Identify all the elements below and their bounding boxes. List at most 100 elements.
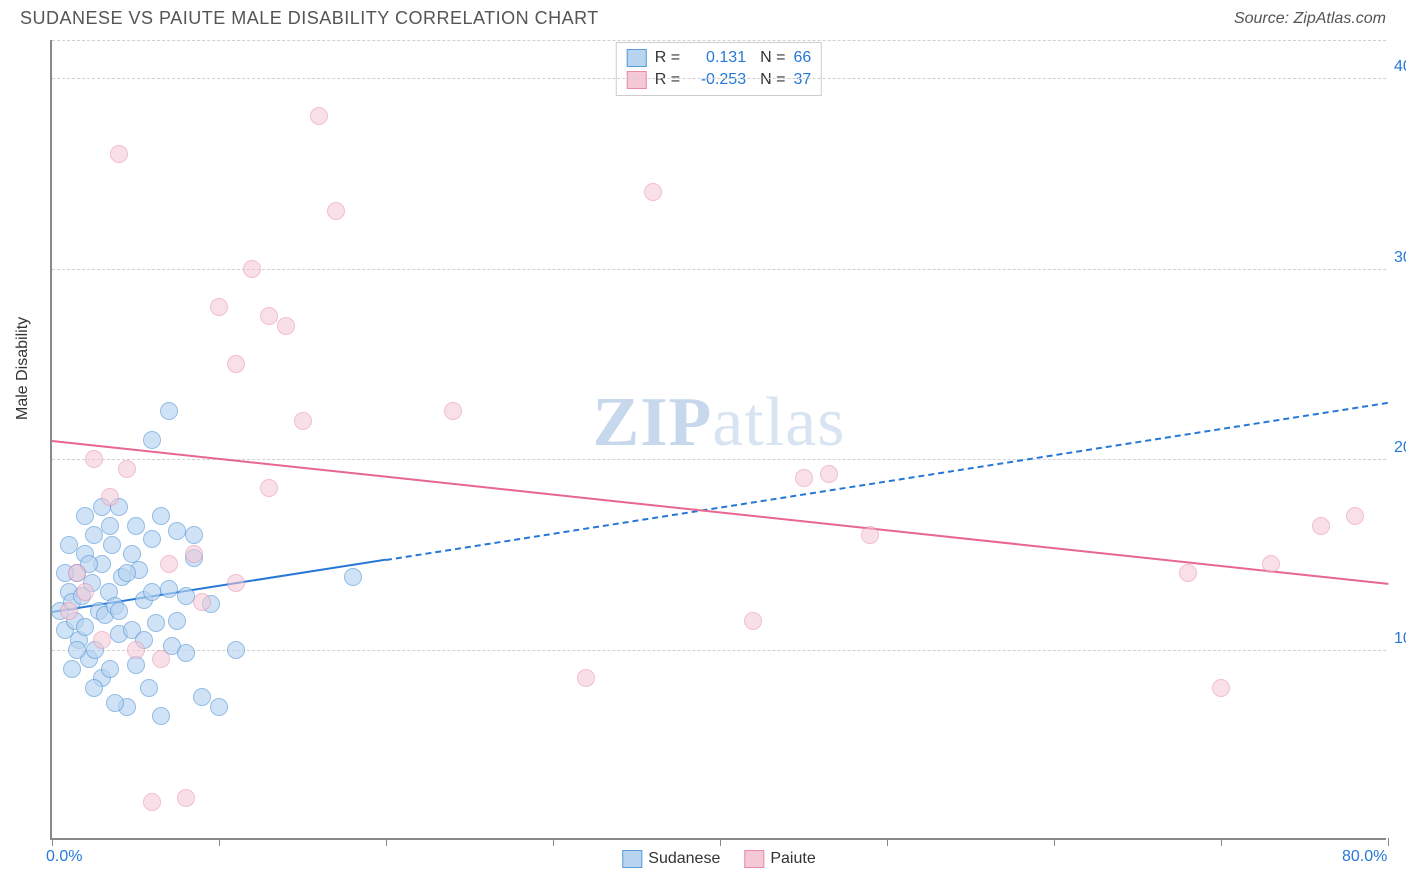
data-point bbox=[227, 355, 245, 373]
x-tick bbox=[887, 838, 888, 846]
n-value-sudanese: 66 bbox=[793, 49, 811, 67]
gridline bbox=[52, 650, 1386, 651]
data-point bbox=[644, 183, 662, 201]
swatch-paiute bbox=[627, 71, 647, 89]
data-point bbox=[1262, 555, 1280, 573]
r-label: R = bbox=[655, 71, 680, 89]
data-point bbox=[101, 488, 119, 506]
watermark-light: atlas bbox=[712, 384, 845, 461]
legend-item-sudanese: Sudanese bbox=[622, 850, 720, 868]
data-point bbox=[1179, 564, 1197, 582]
data-point bbox=[227, 574, 245, 592]
data-point bbox=[193, 593, 211, 611]
trend-line bbox=[52, 440, 1388, 585]
data-point bbox=[68, 564, 86, 582]
data-point bbox=[147, 614, 165, 632]
data-point bbox=[210, 698, 228, 716]
chart-header: SUDANESE VS PAIUTE MALE DISABILITY CORRE… bbox=[0, 0, 1406, 33]
legend-label: Paiute bbox=[770, 850, 815, 868]
data-point bbox=[101, 517, 119, 535]
data-point bbox=[85, 526, 103, 544]
data-point bbox=[143, 793, 161, 811]
data-point bbox=[152, 507, 170, 525]
swatch-sudanese bbox=[627, 49, 647, 67]
data-point bbox=[76, 507, 94, 525]
y-tick-label: 30.0% bbox=[1388, 249, 1406, 267]
data-point bbox=[193, 688, 211, 706]
data-point bbox=[168, 612, 186, 630]
x-tick bbox=[386, 838, 387, 846]
data-point bbox=[227, 641, 245, 659]
data-point bbox=[63, 660, 81, 678]
chart-source: Source: ZipAtlas.com bbox=[1234, 10, 1386, 28]
data-point bbox=[152, 707, 170, 725]
data-point bbox=[260, 479, 278, 497]
scatter-chart: ZIPatlas R = 0.131 N = 66 R = -0.253 N =… bbox=[50, 40, 1386, 840]
legend-label: Sudanese bbox=[648, 850, 720, 868]
y-tick-label: 10.0% bbox=[1388, 630, 1406, 648]
x-tick bbox=[1221, 838, 1222, 846]
data-point bbox=[143, 530, 161, 548]
data-point bbox=[260, 307, 278, 325]
data-point bbox=[106, 694, 124, 712]
data-point bbox=[68, 641, 86, 659]
data-point bbox=[110, 145, 128, 163]
data-point bbox=[1212, 679, 1230, 697]
x-tick bbox=[52, 838, 53, 846]
x-tick bbox=[1388, 838, 1389, 846]
data-point bbox=[744, 612, 762, 630]
watermark: ZIPatlas bbox=[593, 383, 846, 463]
swatch-paiute bbox=[744, 850, 764, 868]
data-point bbox=[344, 568, 362, 586]
data-point bbox=[85, 450, 103, 468]
data-point bbox=[60, 602, 78, 620]
r-value-paiute: -0.253 bbox=[688, 71, 746, 89]
data-point bbox=[76, 583, 94, 601]
data-point bbox=[210, 298, 228, 316]
y-axis-label: Male Disability bbox=[14, 317, 32, 420]
data-point bbox=[123, 545, 141, 563]
data-point bbox=[93, 631, 111, 649]
data-point bbox=[177, 789, 195, 807]
data-point bbox=[143, 583, 161, 601]
data-point bbox=[160, 580, 178, 598]
data-point bbox=[795, 469, 813, 487]
r-label: R = bbox=[655, 49, 680, 67]
gridline bbox=[52, 40, 1386, 41]
data-point bbox=[310, 107, 328, 125]
data-point bbox=[177, 587, 195, 605]
data-point bbox=[60, 536, 78, 554]
data-point bbox=[110, 602, 128, 620]
data-point bbox=[118, 564, 136, 582]
trend-line bbox=[386, 402, 1388, 561]
data-point bbox=[140, 679, 158, 697]
data-point bbox=[127, 641, 145, 659]
n-value-paiute: 37 bbox=[793, 71, 811, 89]
data-point bbox=[152, 650, 170, 668]
data-point bbox=[143, 431, 161, 449]
data-point bbox=[76, 618, 94, 636]
gridline bbox=[52, 459, 1386, 460]
n-label: N = bbox=[760, 71, 785, 89]
series-legend: Sudanese Paiute bbox=[622, 850, 815, 868]
data-point bbox=[168, 522, 186, 540]
watermark-bold: ZIP bbox=[593, 384, 713, 461]
data-point bbox=[243, 260, 261, 278]
data-point bbox=[160, 555, 178, 573]
data-point bbox=[1312, 517, 1330, 535]
x-tick bbox=[553, 838, 554, 846]
data-point bbox=[118, 460, 136, 478]
data-point bbox=[185, 526, 203, 544]
correlation-legend: R = 0.131 N = 66 R = -0.253 N = 37 bbox=[616, 42, 822, 96]
data-point bbox=[577, 669, 595, 687]
data-point bbox=[177, 644, 195, 662]
legend-row-paiute: R = -0.253 N = 37 bbox=[627, 69, 811, 91]
data-point bbox=[444, 402, 462, 420]
data-point bbox=[861, 526, 879, 544]
data-point bbox=[277, 317, 295, 335]
x-tick-label: 0.0% bbox=[46, 848, 82, 866]
r-value-sudanese: 0.131 bbox=[688, 49, 746, 67]
data-point bbox=[185, 545, 203, 563]
x-tick bbox=[219, 838, 220, 846]
y-tick-label: 40.0% bbox=[1388, 58, 1406, 76]
